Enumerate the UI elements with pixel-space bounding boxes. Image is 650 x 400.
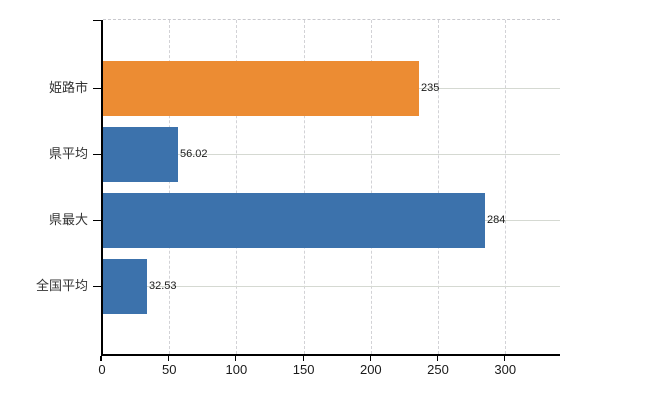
bar-value-label: 32.53 — [149, 280, 177, 292]
y-axis-top-tick — [93, 20, 101, 21]
x-axis-tick — [168, 356, 170, 361]
bar-value-label: 235 — [421, 82, 440, 94]
category-label: 姫路市 — [48, 80, 88, 95]
category-tick — [93, 220, 101, 221]
category-label: 全国平均 — [35, 278, 88, 293]
x-tick-label: 200 — [359, 362, 382, 377]
x-axis-zero-tick — [100, 356, 102, 361]
x-tick-label: 250 — [427, 362, 449, 377]
v-gridline — [236, 20, 238, 354]
category-tick — [93, 88, 101, 89]
v-gridline — [169, 20, 171, 354]
bar — [103, 258, 147, 314]
x-tick-label: 0 — [98, 362, 106, 377]
v-gridline — [438, 20, 440, 354]
x-tick-label: 100 — [225, 362, 248, 377]
bar — [103, 126, 178, 182]
x-tick-label: 50 — [161, 362, 177, 377]
category-label: 県平均 — [48, 146, 88, 161]
category-tick — [93, 286, 101, 287]
x-tick-label: 150 — [292, 362, 315, 377]
bar-value-label: 56.02 — [180, 148, 208, 160]
bar — [103, 60, 419, 116]
v-gridline — [505, 20, 507, 354]
x-axis-tick — [437, 356, 439, 361]
category-label: 県最大 — [48, 212, 88, 227]
bar — [103, 192, 485, 248]
v-gridline — [370, 20, 372, 354]
plot-area — [101, 19, 560, 356]
x-axis-tick — [302, 356, 304, 361]
category-tick — [93, 154, 101, 155]
v-gridline — [303, 20, 305, 354]
x-axis-tick — [235, 356, 237, 361]
plot-top-border — [103, 19, 560, 20]
x-axis-tick — [369, 356, 371, 361]
x-axis-tick — [504, 356, 506, 361]
x-tick-label: 300 — [494, 362, 517, 377]
bar-value-label: 284 — [487, 214, 506, 226]
h-gridline — [103, 154, 560, 155]
h-gridline — [103, 286, 560, 287]
